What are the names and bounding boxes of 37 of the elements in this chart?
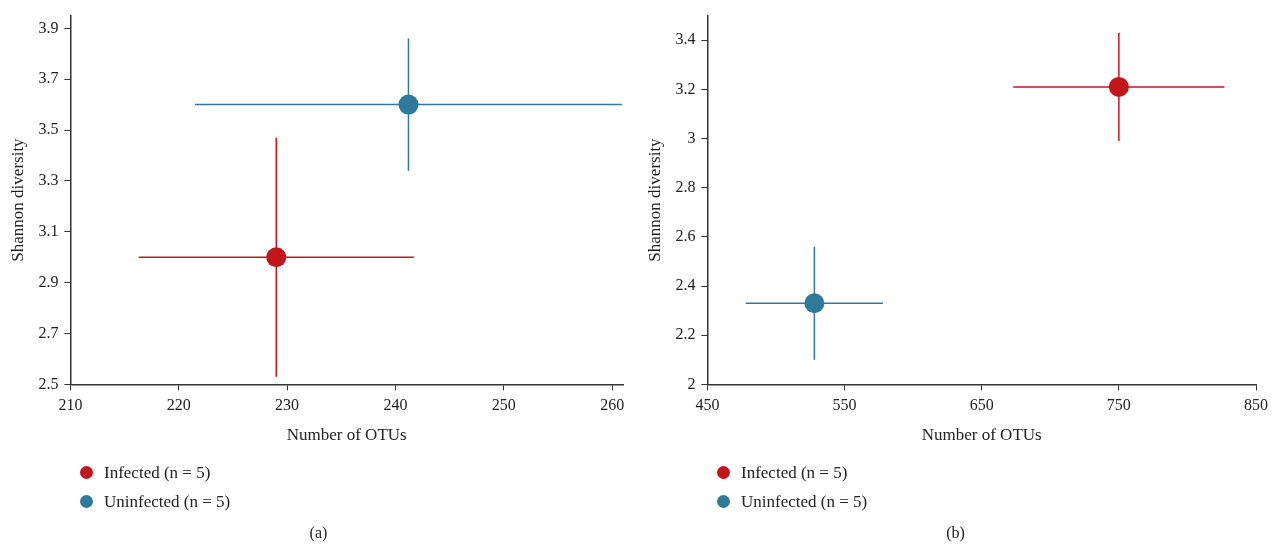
y-tick-label: 2: [687, 374, 696, 392]
y-tick-label: 3: [687, 128, 696, 146]
x-tick-label: 850: [1244, 396, 1268, 414]
legend-label: Infected (n = 5): [104, 462, 211, 483]
legend-label: Uninfected (n = 5): [741, 491, 868, 512]
x-tick-label: 240: [383, 396, 408, 414]
text: (b): [945, 524, 966, 542]
x-tick-label: 260: [600, 396, 625, 414]
x-tick-label: 210: [58, 396, 83, 414]
x-tick-label: 450: [695, 396, 720, 414]
x-tick-label: 550: [832, 396, 857, 414]
y-tick-label: 2.2: [675, 325, 696, 343]
x-tick-label: 220: [166, 396, 191, 414]
y-tick-label: 2.8: [675, 177, 696, 195]
x-tick-label: 250: [491, 396, 516, 414]
legend-label: Uninfected (n = 5): [104, 491, 231, 512]
y-tick-label: 3.7: [38, 69, 59, 87]
y-tick-label: 3.3: [38, 171, 59, 189]
y-tick-label: 3.9: [38, 18, 59, 36]
x-tick-label: 230: [275, 396, 300, 414]
y-tick-label: 2.7: [38, 323, 59, 341]
y-axis-title: Shannon diversity: [644, 137, 664, 262]
y-tick-label: 2.4: [675, 276, 696, 294]
x-axis-title: Number of OTUs: [286, 425, 407, 445]
y-tick-label: 2.9: [38, 272, 59, 290]
x-axis-title: Number of OTUs: [921, 425, 1042, 445]
y-tick-label: 3.5: [38, 120, 59, 138]
y-tick-label: 3.4: [675, 30, 696, 48]
y-axis-title: Shannon diversity: [7, 137, 27, 262]
y-tick-label: 2.5: [38, 374, 59, 392]
text: (a): [308, 524, 329, 542]
x-tick-label: 750: [1106, 396, 1131, 414]
y-tick-label: 3.1: [38, 222, 59, 239]
y-tick-label: 2.6: [675, 227, 696, 245]
x-tick-label: 650: [969, 396, 994, 414]
y-tick-label: 3.2: [675, 79, 696, 97]
legend-label: Infected (n = 5): [741, 462, 848, 483]
